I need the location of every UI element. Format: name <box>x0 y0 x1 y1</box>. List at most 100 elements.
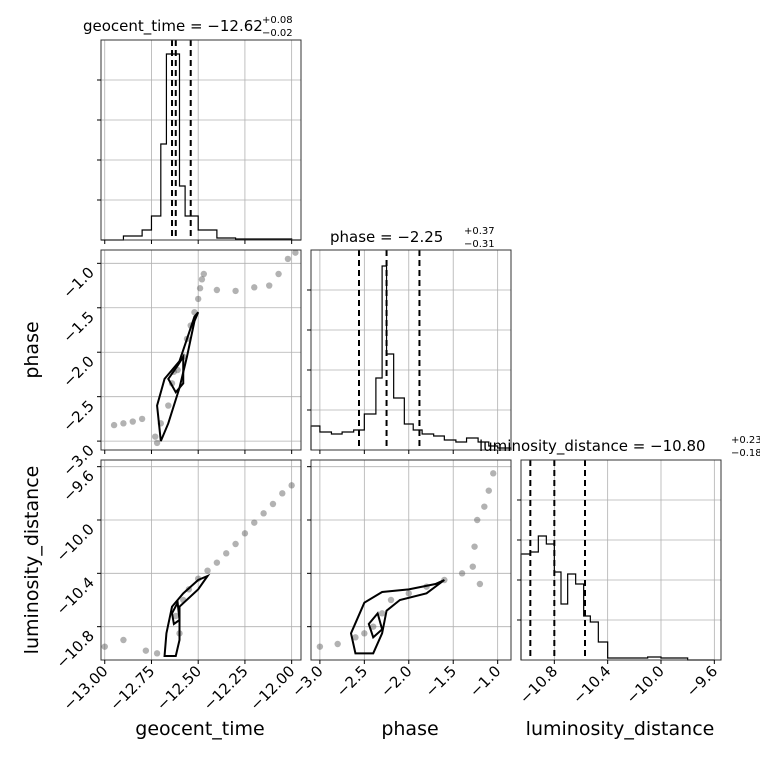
sample-point <box>232 287 239 295</box>
x-tick-label-phase: −2.5 <box>333 662 371 700</box>
sample-point <box>165 402 172 409</box>
title-geocent-time-plus: +0.08 <box>262 15 293 26</box>
x-tick-label-geocent-time: −12.75 <box>106 662 158 714</box>
frame <box>100 459 302 661</box>
frame <box>520 459 722 661</box>
contour-1 <box>163 573 211 657</box>
title-geocent-time-main: geocent_time = −12.62 <box>83 17 263 36</box>
sample-point <box>405 590 412 597</box>
sample-point <box>142 647 150 654</box>
hist-panel-luminosity-distance <box>517 459 722 661</box>
sample-point <box>471 543 478 550</box>
x-tick-label-luminosity-distance: −10.4 <box>569 662 614 707</box>
sample-point <box>138 415 146 423</box>
contour-2 <box>167 353 185 394</box>
x-tick-label-phase: −3.0 <box>288 662 326 700</box>
ylabel-luminosity-distance: luminosity_distance <box>21 466 43 655</box>
sample-point <box>172 612 179 620</box>
sample-point <box>241 530 249 537</box>
sample-point <box>387 596 395 604</box>
title-geocent-time-minus: −0.02 <box>262 28 293 39</box>
sample-point <box>288 482 295 489</box>
y-tick-label-luminosity-distance: −10.0 <box>53 520 98 565</box>
xlabel-phase: phase <box>381 718 438 740</box>
contour-1 <box>349 579 445 655</box>
sample-point <box>153 439 161 447</box>
sample-point <box>279 490 286 497</box>
sample-point <box>458 570 466 577</box>
sample-point <box>204 567 211 574</box>
x-tick-label-geocent-time: −12.50 <box>153 662 205 714</box>
sample-point <box>101 643 108 650</box>
sample-point <box>292 249 299 256</box>
contour-1 <box>156 311 200 442</box>
sample-point <box>260 510 267 517</box>
y-tick-label-phase: −2.0 <box>59 352 97 390</box>
sample-point <box>485 487 492 494</box>
x-tick-label-geocent-time: −12.25 <box>200 662 252 714</box>
sample-point <box>232 540 239 548</box>
sample-point <box>378 610 386 617</box>
sample-point <box>266 282 273 289</box>
xlabel-luminosity-distance: luminosity_distance <box>526 718 715 740</box>
title-luminosity-distance: luminosity_distance = −10.80 +0.23 −0.18 <box>479 435 760 459</box>
y-tick-label-phase: −1.0 <box>59 263 97 301</box>
sample-point <box>110 421 118 429</box>
frame <box>310 249 512 451</box>
sample-point <box>275 270 282 278</box>
scatter-panel-luminosity-distance-vs-geocent-time <box>100 459 302 661</box>
sample-point <box>334 640 341 648</box>
sample-point <box>476 580 484 588</box>
title-phase-main: phase = −2.25 <box>330 228 443 246</box>
y-tick-label-luminosity-distance: −10.8 <box>53 627 98 672</box>
hist-panel-phase <box>307 249 512 451</box>
ylabel-phase: phase <box>21 321 43 378</box>
sample-point <box>269 500 277 508</box>
frame <box>310 459 512 661</box>
frame <box>100 39 302 241</box>
sample-point <box>474 516 481 524</box>
x-tick-label-luminosity-distance: −9.6 <box>683 662 721 700</box>
title-luminosity-distance-minus: −0.18 <box>731 448 760 459</box>
title-luminosity-distance-main: luminosity_distance = −10.80 <box>479 437 706 456</box>
histogram-luminosity-distance <box>520 535 715 661</box>
y-tick-label-phase: −1.5 <box>59 308 97 346</box>
sample-point <box>198 276 206 283</box>
hist-panel-geocent-time <box>97 39 302 241</box>
y-tick-label-luminosity-distance: −10.4 <box>53 573 98 618</box>
x-tick-label-luminosity-distance: −10.8 <box>516 662 561 707</box>
title-phase: phase = −2.25 +0.37 −0.31 <box>330 226 495 250</box>
contour-2 <box>367 611 384 640</box>
panels: −10.8 −10.4 −10.0 −9.6−3.0−2.5−2.0−1.5−1.0−… <box>53 39 722 714</box>
frame <box>100 249 302 451</box>
x-tick-label-luminosity-distance: −10.0 <box>623 662 668 707</box>
contour-2 <box>170 599 181 626</box>
title-geocent-time: geocent_time = −12.62 +0.08 −0.02 <box>83 15 293 39</box>
x-tick-label-phase: −1.5 <box>422 662 460 700</box>
title-phase-plus: +0.37 <box>464 226 495 237</box>
sample-point <box>481 503 488 510</box>
sample-point <box>490 470 497 477</box>
title-luminosity-distance-plus: +0.23 <box>731 435 760 446</box>
xlabel-geocent-time: geocent_time <box>135 718 264 740</box>
sample-point <box>370 623 377 630</box>
sample-point <box>194 295 202 303</box>
sample-point <box>213 286 221 294</box>
x-tick-label-phase: −2.0 <box>377 662 415 700</box>
sample-point <box>361 630 368 637</box>
sample-point <box>120 420 127 427</box>
sample-point <box>284 255 292 263</box>
sample-point <box>251 284 258 291</box>
sample-point <box>152 433 159 440</box>
sample-point <box>352 634 359 641</box>
x-tick-label-phase: −1.0 <box>466 662 504 700</box>
histogram-geocent-time <box>101 53 301 241</box>
histogram-phase <box>310 265 512 450</box>
sample-point <box>120 636 127 644</box>
sample-point <box>196 285 204 292</box>
sample-point <box>200 270 208 278</box>
sample-point <box>153 650 161 657</box>
title-phase-minus: −0.31 <box>464 239 495 250</box>
scatter-panel-luminosity-distance-vs-phase <box>310 459 512 661</box>
